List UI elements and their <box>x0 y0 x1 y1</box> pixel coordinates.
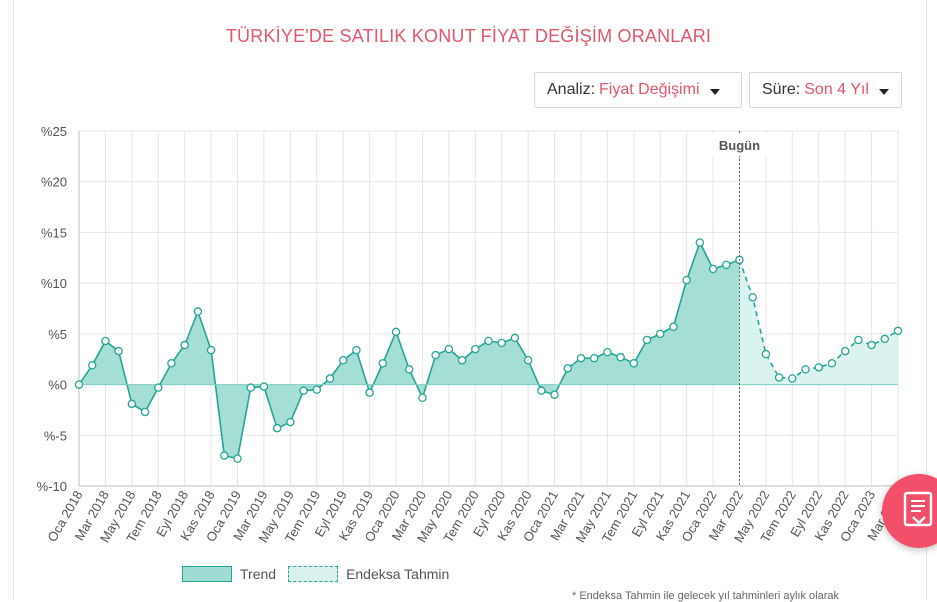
trend-area <box>79 242 740 459</box>
trend-point[interactable] <box>206 345 216 355</box>
trend-point[interactable] <box>457 355 467 365</box>
trend-point[interactable] <box>669 322 678 332</box>
analysis-dropdown-label: Analiz: <box>547 81 596 98</box>
trend-point[interactable] <box>642 335 652 345</box>
trend-point[interactable] <box>655 329 665 339</box>
chevron-down-icon <box>878 88 889 95</box>
forecast-point[interactable] <box>840 346 850 356</box>
today-marker-box <box>712 134 767 156</box>
trend-point[interactable] <box>431 350 440 360</box>
trend-point[interactable] <box>246 383 255 392</box>
trend-point[interactable] <box>418 393 427 403</box>
trend-point[interactable] <box>154 383 163 392</box>
trend-point[interactable] <box>325 374 335 383</box>
trend-point[interactable] <box>338 355 348 365</box>
analysis-dropdown-value: Fiyat Değişimi <box>599 81 700 98</box>
trend-point[interactable] <box>484 336 493 346</box>
trend-point[interactable] <box>497 338 506 348</box>
trend-point[interactable] <box>523 355 533 365</box>
trend-point[interactable] <box>510 333 520 343</box>
trend-point[interactable] <box>537 386 546 395</box>
download-report-button[interactable] <box>882 474 937 548</box>
y-tick-label: %25 <box>41 124 67 139</box>
forecast-point[interactable] <box>880 334 890 344</box>
trend-point[interactable] <box>312 385 322 394</box>
trend-point[interactable] <box>682 275 691 285</box>
y-tick-label: %10 <box>41 276 67 291</box>
chart-legend: Trend Endeksa Tahmin <box>182 566 449 582</box>
forecast-area <box>739 259 898 385</box>
trend-point[interactable] <box>220 451 229 460</box>
legend-label-trend[interactable]: Trend <box>240 566 277 582</box>
forecast-point[interactable] <box>854 335 863 345</box>
legend-swatch-forecast[interactable] <box>288 566 339 582</box>
chart-title: TÜRKİYE'DE SATILIK KONUT FİYAT DEĞİŞİM O… <box>225 26 712 46</box>
trend-point[interactable] <box>404 365 414 374</box>
forecast-footnote: * Endeksa Tahmin ile gelecek yıl tahminl… <box>572 590 839 602</box>
trend-point[interactable] <box>180 340 189 350</box>
trend-point[interactable] <box>167 359 176 368</box>
trend-point[interactable] <box>576 353 586 363</box>
forecast-point[interactable] <box>867 340 876 350</box>
trend-point[interactable] <box>233 454 242 463</box>
left-frame-line <box>13 0 14 600</box>
y-tick-label: %15 <box>41 225 67 240</box>
trend-point[interactable] <box>378 359 388 368</box>
trend-point[interactable] <box>603 347 612 357</box>
trend-point[interactable] <box>365 388 374 397</box>
period-dropdown[interactable]: Süre: Son 4 Yıl <box>749 72 902 108</box>
right-frame-line <box>926 0 927 600</box>
trend-point[interactable] <box>616 352 625 362</box>
forecast-point[interactable] <box>801 365 810 374</box>
y-tick-label: %5 <box>48 327 67 342</box>
forecast-point[interactable] <box>761 349 771 359</box>
period-dropdown-label: Süre: <box>762 81 801 98</box>
forecast-point[interactable] <box>893 326 903 336</box>
trend-point[interactable] <box>140 407 150 417</box>
y-tick-label: %-5 <box>44 428 67 443</box>
y-tick-label: %20 <box>41 175 67 190</box>
forecast-point[interactable] <box>748 293 757 302</box>
trend-point[interactable] <box>101 336 110 346</box>
trend-point[interactable] <box>471 344 480 354</box>
forecast-point[interactable] <box>827 359 837 368</box>
period-dropdown-value: Son 4 Yıl <box>804 81 869 98</box>
trend-point[interactable] <box>722 260 731 270</box>
trend-point[interactable] <box>589 353 599 363</box>
trend-point[interactable] <box>74 380 84 389</box>
chevron-down-icon <box>709 88 720 95</box>
trend-point[interactable] <box>193 307 203 316</box>
trend-point[interactable] <box>299 386 308 395</box>
y-tick-label: %0 <box>48 378 67 393</box>
today-marker-label: Bugün <box>719 138 760 153</box>
trend-point[interactable] <box>259 382 269 391</box>
trend-point[interactable] <box>708 264 718 274</box>
trend-point[interactable] <box>286 417 295 427</box>
trend-point[interactable] <box>352 345 361 355</box>
forecast-point[interactable] <box>774 373 784 382</box>
trend-point[interactable] <box>563 364 573 373</box>
trend-point[interactable] <box>444 344 454 354</box>
forecast-point[interactable] <box>814 363 823 372</box>
trend-point[interactable] <box>391 327 401 337</box>
trend-point[interactable] <box>695 238 705 247</box>
y-tick-label: %-10 <box>37 479 67 494</box>
trend-point[interactable] <box>127 399 137 409</box>
analysis-dropdown[interactable]: Analiz: Fiyat Değişimi <box>534 72 742 108</box>
legend-swatch-trend[interactable] <box>182 566 232 582</box>
trend-point[interactable] <box>550 390 559 399</box>
trend-point[interactable] <box>272 423 282 433</box>
forecast-point[interactable] <box>788 374 797 383</box>
legend-label-forecast[interactable]: Endeksa Tahmin <box>346 566 450 582</box>
trend-point[interactable] <box>87 361 97 370</box>
trend-point[interactable] <box>114 346 123 356</box>
download-report-icon <box>903 491 933 527</box>
trend-point[interactable] <box>629 359 639 368</box>
